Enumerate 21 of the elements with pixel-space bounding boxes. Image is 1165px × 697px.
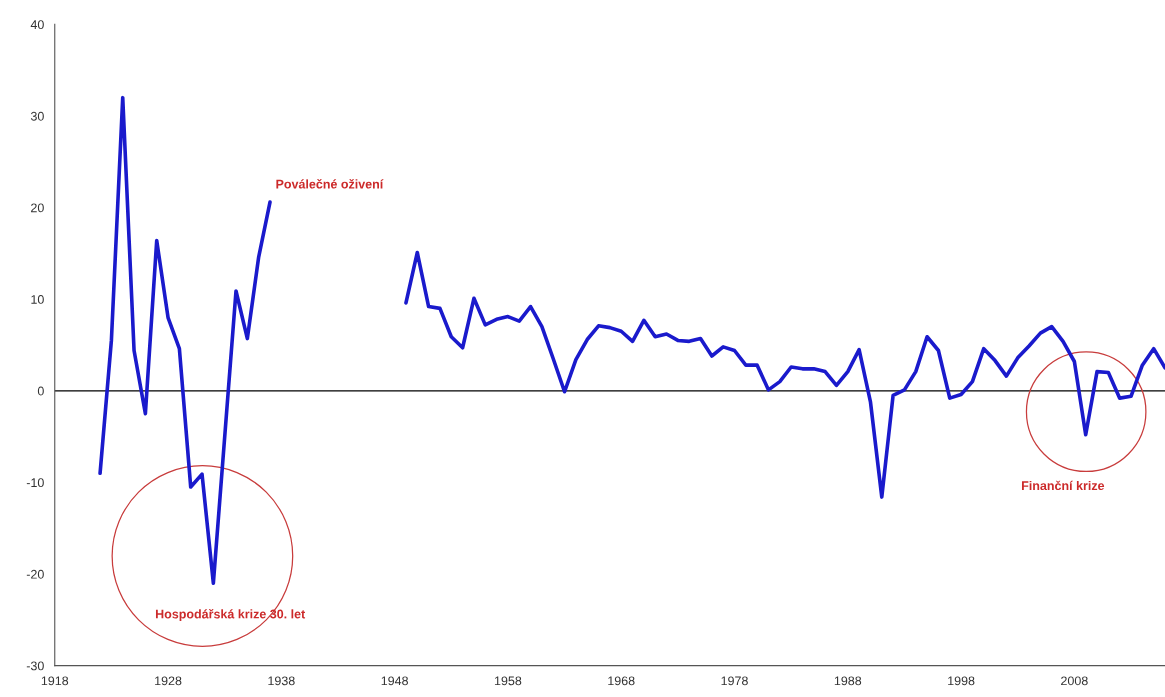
y-tick-label: -20 (26, 569, 44, 579)
annotation: Poválečné oživení (276, 179, 384, 189)
x-tick-label: 1938 (268, 676, 295, 686)
y-tick-label: 0 (37, 386, 44, 396)
x-tick-label: 1998 (948, 676, 975, 686)
y-tick-label: 20 (31, 203, 44, 213)
x-tick-label: 1918 (41, 676, 69, 686)
y-tick-label: -30 (26, 661, 44, 671)
y-tick-label: 40 (30, 20, 44, 30)
y-tick-label: 10 (31, 295, 44, 304)
x-tick-label: 1928 (155, 676, 182, 686)
x-tick-label: 1948 (381, 676, 408, 686)
x-tick-label: 1968 (608, 676, 635, 686)
x-tick-label: 1978 (721, 676, 748, 686)
x-tick-label: 2008 (1061, 676, 1088, 686)
y-tick-label: 30 (30, 111, 44, 121)
y-tick-label: -10 (26, 478, 44, 488)
annotation: Hospodářská krize 30. let (155, 609, 306, 621)
x-tick-label: 1958 (494, 676, 522, 686)
x-tick-label: 1988 (834, 676, 862, 686)
annotation: Finanční krize (1022, 480, 1105, 491)
